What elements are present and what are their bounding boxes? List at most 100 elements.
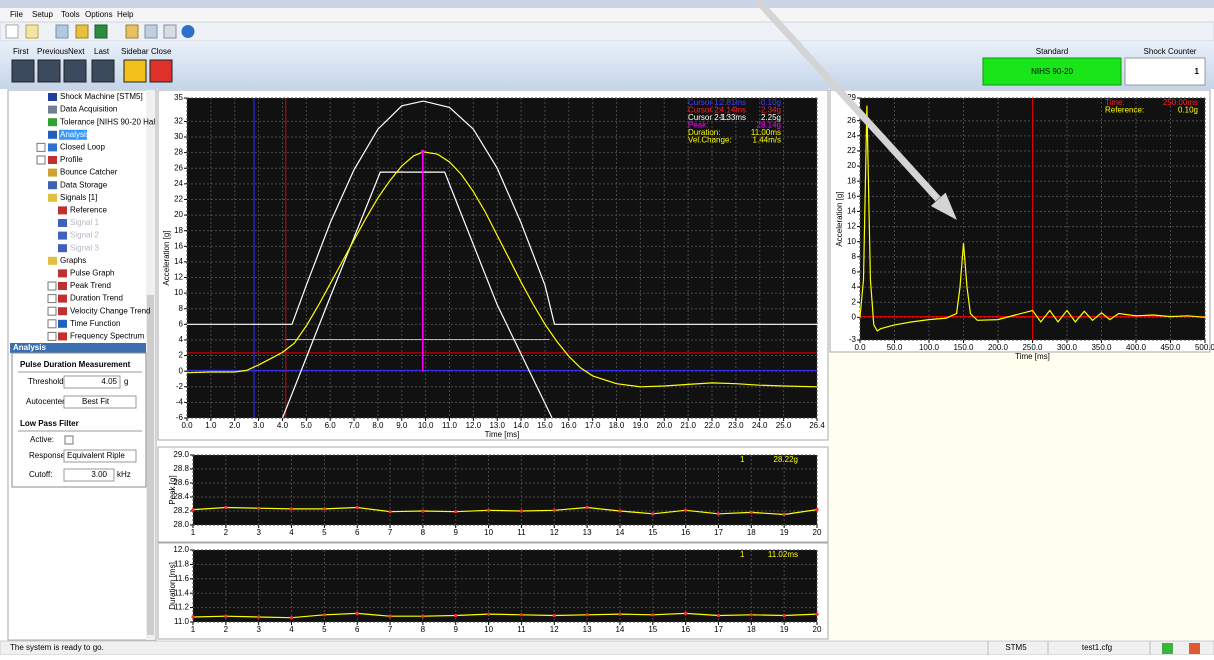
standard-value: NIHS 90-20 xyxy=(1031,67,1073,76)
tree-item[interactable]: Closed Loop xyxy=(60,143,105,152)
tree-checkbox[interactable] xyxy=(47,281,57,291)
data-point xyxy=(684,508,688,512)
tree-item[interactable]: Data Acquisition xyxy=(60,105,117,114)
data-line xyxy=(187,100,817,325)
y-tick-label: 32 xyxy=(174,117,183,126)
data-point xyxy=(355,505,359,510)
y-tick-label: 28 xyxy=(174,148,183,157)
nav-button[interactable] xyxy=(37,59,61,83)
tree-checkbox[interactable] xyxy=(47,331,57,341)
y-tick-label: 29.0 xyxy=(173,450,189,459)
tree-item[interactable]: Tolerance [NIHS 90-20 Hal xyxy=(60,117,155,126)
menu-item[interactable]: Help xyxy=(117,10,134,19)
y-tick-label: 12.0 xyxy=(173,545,189,554)
menu-item[interactable]: Setup xyxy=(32,10,53,19)
x-tick-label: 21.0 xyxy=(680,421,696,430)
tool-print[interactable] xyxy=(55,24,69,39)
data-point xyxy=(651,613,655,617)
tree-item[interactable]: Time Function xyxy=(70,319,120,328)
status-machine: STM5 xyxy=(1005,643,1027,652)
scroll-thumb[interactable] xyxy=(147,295,154,635)
tree-item[interactable]: Signal 2 xyxy=(70,231,99,240)
cutoff-input[interactable] xyxy=(63,468,115,482)
nav-button[interactable] xyxy=(123,59,147,83)
nav-label: Sidebar xyxy=(121,47,149,56)
tree-item[interactable]: Analysis xyxy=(60,130,90,139)
tool-chart[interactable] xyxy=(144,24,158,39)
info-label: Cursor 1: xyxy=(688,98,721,107)
data-point xyxy=(815,508,819,512)
tree-item[interactable]: Peak Trend xyxy=(70,281,111,290)
tree-icon xyxy=(48,256,57,265)
x-tick-label: 450.0 xyxy=(1160,343,1181,352)
tool-help[interactable] xyxy=(181,25,195,38)
x-tick-label: 6 xyxy=(355,528,360,537)
tree-item[interactable]: Reference xyxy=(70,206,107,215)
x-tick-label: 10 xyxy=(484,528,493,537)
tree-checkbox[interactable] xyxy=(36,155,46,165)
data-point xyxy=(322,507,326,511)
tree-checkbox[interactable] xyxy=(47,306,57,316)
data-point xyxy=(257,506,261,510)
nav-button[interactable] xyxy=(91,59,115,83)
data-point xyxy=(618,509,622,513)
data-point xyxy=(552,508,556,512)
x-tick-label: 3.0 xyxy=(253,421,265,430)
tool-excel[interactable] xyxy=(94,24,108,39)
tree-item[interactable]: Duration Trend xyxy=(70,294,123,303)
tree-checkbox[interactable] xyxy=(36,142,46,152)
tree-checkbox[interactable] xyxy=(47,294,57,304)
nav-button[interactable] xyxy=(63,59,87,83)
tool-open[interactable] xyxy=(25,24,39,39)
data-point xyxy=(454,510,458,514)
tree-item[interactable]: Pulse Graph xyxy=(70,269,114,278)
tool-doc[interactable] xyxy=(163,24,177,39)
tree-icon xyxy=(58,231,67,240)
tree-icon xyxy=(48,93,57,101)
menu-item[interactable]: Tools xyxy=(61,10,80,19)
x-tick-label: 100.0 xyxy=(919,343,940,352)
tree-checkbox[interactable] xyxy=(47,319,57,329)
x-tick-label: 6 xyxy=(355,625,360,634)
tool-edit[interactable] xyxy=(75,24,89,39)
y-tick-label: 4 xyxy=(179,335,184,344)
active-checkbox[interactable] xyxy=(64,435,74,445)
tree-item[interactable]: Shock Machine [STM5] xyxy=(60,92,143,101)
tree-item[interactable]: Data Storage xyxy=(60,180,108,189)
unit: g xyxy=(124,377,128,386)
tree-item[interactable]: Signal 1 xyxy=(70,218,99,227)
nav-label: Last xyxy=(94,47,110,56)
tree-icon xyxy=(48,143,57,152)
tree-item[interactable]: Frequency Spectrum xyxy=(70,332,145,341)
info-value: 2.34g xyxy=(761,106,781,115)
info-label: Reference: xyxy=(1105,106,1144,115)
tree-item[interactable]: Profile xyxy=(60,155,83,164)
tree-item[interactable]: Signals [1] xyxy=(60,193,97,202)
nav-label: Close xyxy=(151,47,172,56)
tool-new[interactable] xyxy=(5,24,19,39)
data-point xyxy=(191,508,195,512)
threshold-value: 4.05 xyxy=(101,377,117,386)
field-label: Threshold: xyxy=(28,377,66,386)
response-dropdown[interactable] xyxy=(63,449,137,463)
tree-item[interactable]: Graphs xyxy=(60,256,86,265)
y-tick-label: 30 xyxy=(174,132,183,141)
field-label: Autocenter: xyxy=(26,397,67,406)
menu-item[interactable]: File xyxy=(10,10,23,19)
tree-item[interactable]: Bounce Catcher xyxy=(60,168,118,177)
menu-item[interactable]: Options xyxy=(85,10,113,19)
nav-button[interactable] xyxy=(149,59,173,83)
threshold-input[interactable] xyxy=(63,375,121,389)
data-point xyxy=(388,510,392,514)
nav-button[interactable] xyxy=(11,59,35,83)
x-tick-label: 14 xyxy=(615,625,624,634)
autocenter-dropdown[interactable] xyxy=(63,395,137,409)
data-point xyxy=(618,612,622,616)
x-tick-label: 5.0 xyxy=(301,421,313,430)
info-value: 0.10g xyxy=(1178,106,1198,115)
tree-item[interactable]: Velocity Change Trend xyxy=(70,306,151,315)
info-label: Time: xyxy=(1105,98,1125,107)
tree-item[interactable]: Signal 3 xyxy=(70,243,99,252)
x-tick-label: 18 xyxy=(747,625,756,634)
tool-save[interactable] xyxy=(125,24,139,39)
